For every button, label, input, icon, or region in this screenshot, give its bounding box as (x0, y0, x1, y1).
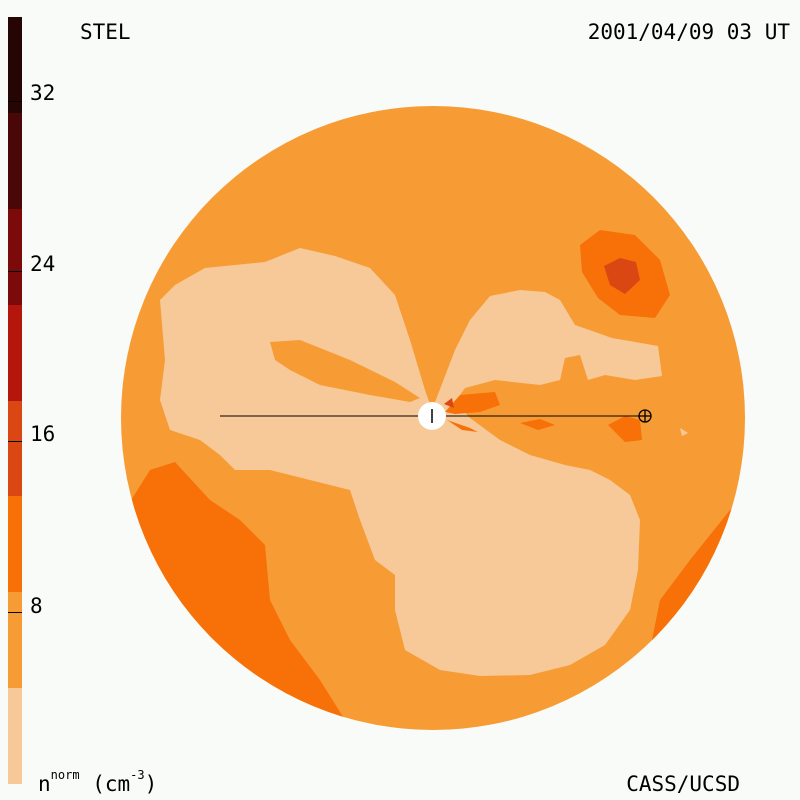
units-close: ) (144, 772, 158, 796)
colorbar-tick-32: 32 (30, 81, 56, 105)
credit-label: CASS/UCSD (626, 772, 740, 796)
colorbar-tick-mark (8, 271, 22, 272)
colorbar-segment (8, 400, 22, 497)
colorbar-segment (8, 591, 22, 688)
density-region-base (270, 340, 420, 402)
colorbar-tick-mark (8, 101, 22, 102)
earth-marker (638, 409, 652, 423)
density-region-mid (608, 416, 642, 442)
units-label: nnorm (cm-3) (38, 768, 158, 796)
units-paren: (cm (92, 772, 131, 796)
colorbar-tick-8: 8 (30, 594, 43, 618)
colorbar-tick-mark (8, 441, 22, 442)
units-exponent: -3 (130, 768, 145, 782)
density-region-low (680, 428, 688, 436)
colorbar-segment (8, 208, 22, 305)
density-region-high (604, 258, 640, 294)
colorbar-tick-24: 24 (30, 252, 56, 276)
units-base: n (38, 772, 51, 796)
density-region-mid (520, 419, 555, 430)
density-region-mid (445, 392, 500, 414)
colorbar-tick-16: 16 (30, 422, 56, 446)
colorbar-segment (8, 304, 22, 401)
station-label: STEL (80, 20, 131, 44)
density-region-mid (447, 420, 478, 432)
density-region-high (444, 398, 454, 408)
units-superscript: norm (50, 768, 80, 782)
colorbar-segment (8, 17, 22, 114)
colorbar-segment (8, 112, 22, 209)
datetime-label: 2001/04/09 03 UT (587, 20, 790, 44)
colorbar-segment (8, 687, 22, 784)
colorbar-tick-mark (8, 612, 22, 613)
colorbar-segment (8, 495, 22, 592)
